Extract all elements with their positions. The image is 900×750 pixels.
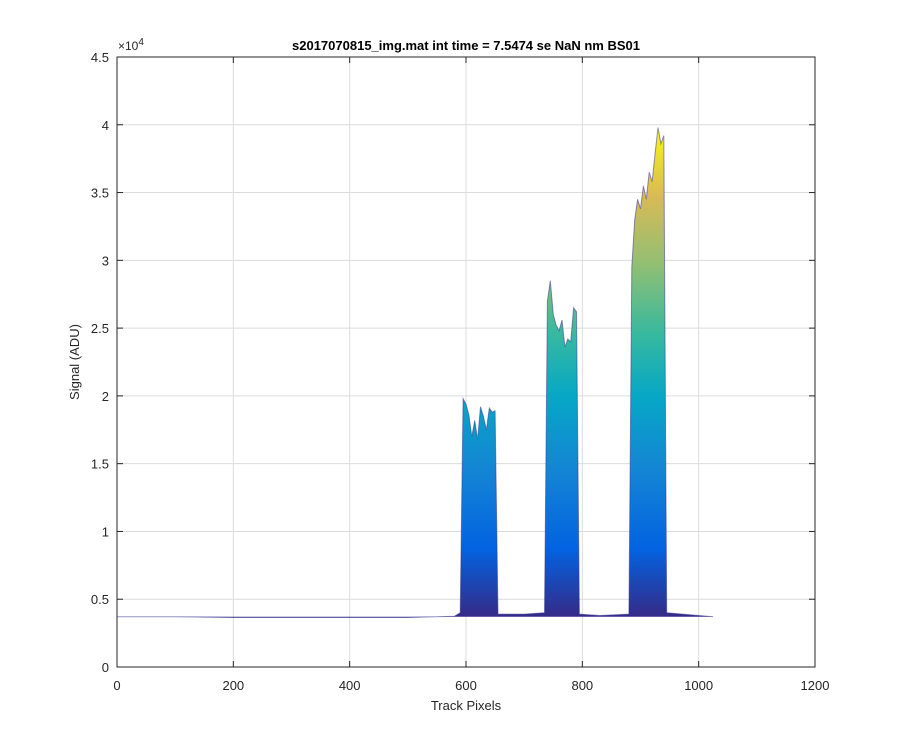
x-tick-label: 1000 xyxy=(684,678,713,693)
x-tick-label: 400 xyxy=(339,678,361,693)
y-tick-label: 3 xyxy=(102,253,109,268)
y-tick-label: 2 xyxy=(102,389,109,404)
y-exponent-base: ×10 xyxy=(118,39,139,53)
x-tick-label: 1200 xyxy=(801,678,830,693)
x-axis-label: Track Pixels xyxy=(431,698,502,713)
y-tick-label: 4 xyxy=(102,118,109,133)
y-tick-label: 2.5 xyxy=(91,321,109,336)
y-tick-label: 0.5 xyxy=(91,592,109,607)
series-layer xyxy=(117,127,714,618)
x-tick-label: 200 xyxy=(222,678,244,693)
chart-title: s2017070815_img.mat int time = 7.5474 se… xyxy=(292,38,640,53)
y-tick-label: 0 xyxy=(102,660,109,675)
y-tick-label: 4.5 xyxy=(91,50,109,65)
y-exponent: ×104 xyxy=(118,37,144,53)
y-exponent-power: 4 xyxy=(138,37,144,48)
y-tick-label: 1.5 xyxy=(91,457,109,472)
y-axis-label: Signal (ADU) xyxy=(67,324,82,400)
signal-line xyxy=(117,127,714,618)
tick-labels: 0 200 400 600 800 1000 1200 0 0.5 1 1.5 2 2.5 3 3.5 4 4.… xyxy=(91,50,830,693)
y-tick-label: 3.5 xyxy=(91,186,109,201)
x-tick-label: 0 xyxy=(113,678,120,693)
y-tick-label: 1 xyxy=(102,524,109,539)
x-tick-label: 800 xyxy=(571,678,593,693)
ticks xyxy=(116,56,816,668)
x-tick-label: 600 xyxy=(455,678,477,693)
signal-area xyxy=(117,127,714,618)
